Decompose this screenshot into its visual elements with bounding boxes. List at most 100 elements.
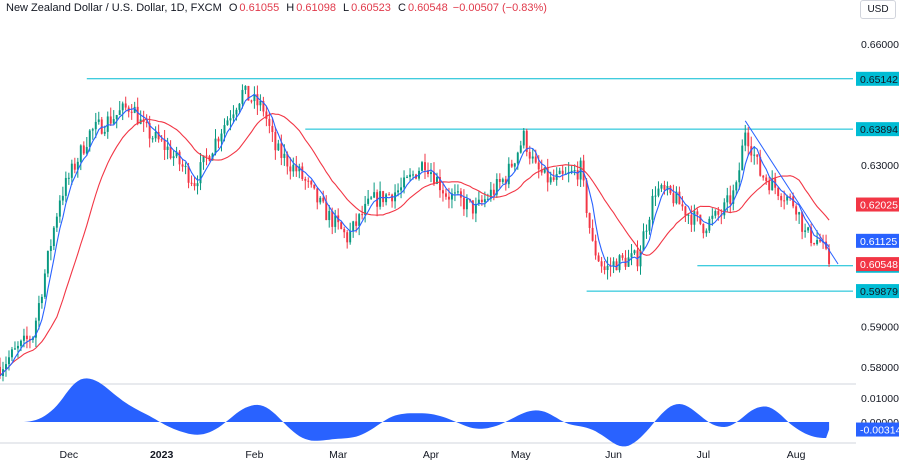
y-tick-label: 0.63000 bbox=[861, 160, 899, 172]
candle-body bbox=[97, 119, 100, 122]
oscillator-pane bbox=[0, 378, 830, 447]
candle-body bbox=[573, 170, 576, 172]
candle-body bbox=[438, 177, 441, 191]
horizontal-levels[interactable] bbox=[86, 78, 853, 292]
candle-body bbox=[181, 164, 184, 167]
candle-body bbox=[283, 153, 286, 158]
candle-body bbox=[292, 164, 295, 172]
high-label: H bbox=[286, 2, 295, 14]
candle-body bbox=[370, 197, 373, 199]
candle-body bbox=[232, 114, 235, 119]
candle-body bbox=[486, 198, 489, 200]
candle-body bbox=[391, 194, 394, 202]
candle-body bbox=[738, 170, 741, 183]
candle-body bbox=[424, 162, 426, 171]
candle-body bbox=[492, 189, 495, 195]
symbol-name[interactable]: New Zealand Dollar / U.S. Dollar, 1D, FX… bbox=[6, 2, 222, 14]
candle-body bbox=[352, 221, 355, 231]
price-axis[interactable]: 0.66000 0.63000 0.59000 0.58000 bbox=[861, 39, 899, 374]
candle-body bbox=[828, 248, 831, 265]
time-axis[interactable]: Dec 2023 Feb Mar Apr May Jun Jul Aug bbox=[59, 449, 805, 461]
candle-body bbox=[151, 138, 154, 140]
low-label: L bbox=[343, 2, 350, 14]
candle-body bbox=[154, 131, 157, 139]
open-value: 0.61055 bbox=[239, 2, 280, 14]
currency-selector[interactable]: USD bbox=[860, 0, 896, 19]
candle-body bbox=[690, 214, 693, 225]
candle-body bbox=[513, 163, 516, 167]
x-tick-label: Jun bbox=[605, 449, 622, 461]
candle-body bbox=[651, 195, 654, 220]
candle-body bbox=[16, 345, 19, 349]
candle-body bbox=[606, 265, 609, 270]
candle-body bbox=[723, 202, 726, 216]
candle-body bbox=[600, 261, 603, 267]
candle-body bbox=[13, 348, 16, 350]
candle-body bbox=[343, 228, 346, 233]
candle-body bbox=[714, 211, 717, 216]
candle-body bbox=[214, 138, 217, 154]
candle-body bbox=[187, 165, 190, 183]
candle-body bbox=[504, 179, 507, 185]
candle-body bbox=[570, 170, 573, 172]
candle-body bbox=[298, 166, 301, 172]
candle-body bbox=[73, 163, 76, 170]
candle-body bbox=[462, 197, 465, 210]
candle-body bbox=[112, 119, 115, 124]
candle-body bbox=[271, 125, 274, 133]
candle-body bbox=[67, 177, 70, 179]
candle-body bbox=[618, 255, 621, 271]
candle-body bbox=[702, 223, 705, 234]
candle-body bbox=[325, 201, 328, 221]
candle-body bbox=[621, 255, 624, 258]
level-label: 0.63894 bbox=[860, 124, 898, 136]
candle-body bbox=[118, 110, 121, 115]
candle-body bbox=[277, 143, 280, 151]
candle-body bbox=[654, 195, 657, 197]
level-label-bg bbox=[856, 284, 899, 299]
candle-body bbox=[672, 193, 675, 204]
candle-body bbox=[648, 219, 651, 231]
candle-body bbox=[465, 198, 468, 210]
candle-body bbox=[91, 129, 94, 131]
candle-body bbox=[124, 103, 127, 108]
candle-body bbox=[450, 193, 453, 200]
candle-body bbox=[675, 191, 678, 204]
candle-body bbox=[666, 185, 669, 190]
candle-body bbox=[346, 232, 349, 243]
x-tick-label: May bbox=[511, 449, 532, 461]
candle-body bbox=[489, 189, 492, 199]
x-tick-label: Feb bbox=[245, 449, 263, 461]
candle-body bbox=[528, 151, 531, 159]
candle-body bbox=[436, 177, 438, 184]
candle-body bbox=[474, 203, 477, 214]
candle-body bbox=[627, 257, 630, 267]
candle-body bbox=[64, 177, 67, 196]
level-label: 0.59879 bbox=[860, 286, 898, 298]
candle-body bbox=[310, 181, 313, 185]
x-tick-label: Mar bbox=[329, 449, 348, 461]
candle-body bbox=[768, 181, 771, 191]
candle-body bbox=[660, 185, 663, 189]
candle-body bbox=[34, 320, 37, 338]
oscillator-area bbox=[0, 378, 830, 447]
candle-body bbox=[804, 230, 807, 232]
candle-body bbox=[193, 183, 196, 187]
candle-body bbox=[22, 335, 25, 341]
candle-body bbox=[175, 151, 178, 157]
y-tick-label: 0.58000 bbox=[861, 362, 899, 374]
symbol-legend[interactable]: New Zealand Dollar / U.S. Dollar, 1D, FX… bbox=[6, 2, 547, 14]
chart-grid bbox=[0, 383, 856, 444]
candle-body bbox=[471, 200, 474, 214]
candle-body bbox=[639, 250, 642, 267]
candle-body bbox=[202, 155, 205, 163]
osc-last-label-bg bbox=[856, 422, 899, 437]
candle-body bbox=[591, 227, 594, 241]
candle-body bbox=[70, 163, 73, 178]
candle-body bbox=[615, 261, 618, 271]
trendline[interactable] bbox=[744, 120, 839, 265]
candle-body bbox=[349, 230, 352, 243]
candle-body bbox=[109, 116, 112, 124]
candle-body bbox=[555, 174, 558, 180]
